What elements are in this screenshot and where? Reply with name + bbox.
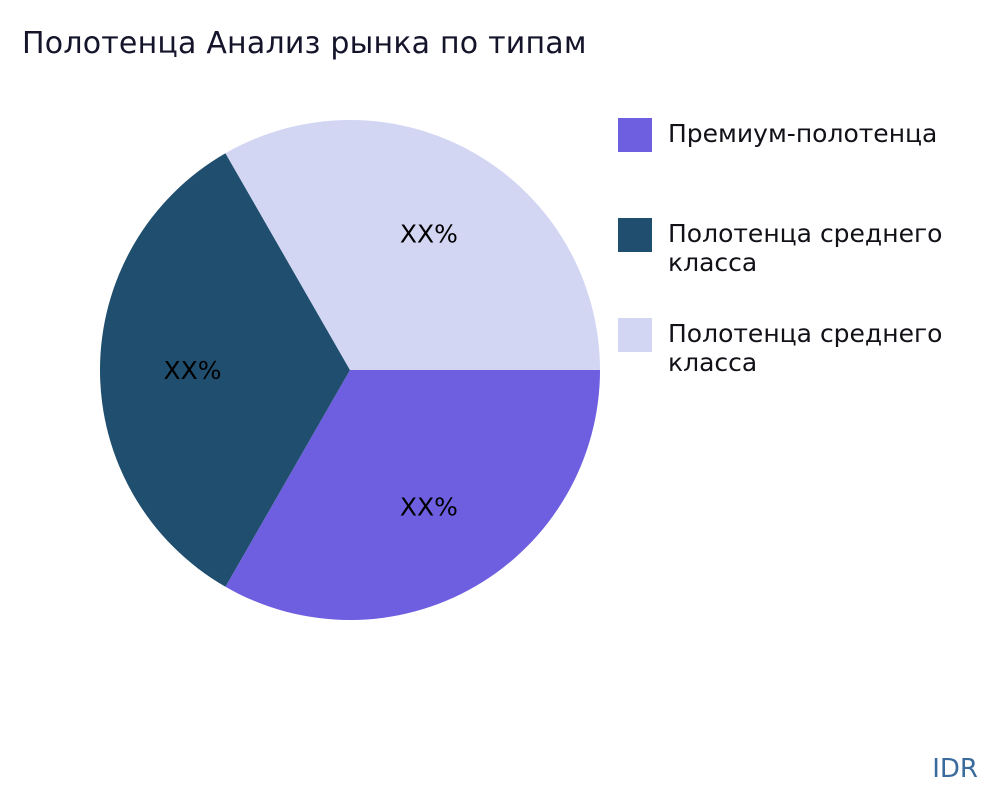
pie-slice-2 xyxy=(225,120,600,370)
chart-legend: Премиум-полотенца Полотенца среднего клас… xyxy=(618,118,990,418)
legend-item-2: Полотенца среднего класса xyxy=(618,318,990,418)
slice-value-label-0: XX% xyxy=(400,492,458,521)
legend-label-2: Полотенца среднего класса xyxy=(668,319,943,377)
slice-value-label-2: XX% xyxy=(400,220,458,249)
pie-chart-svg: XX% XX% XX% xyxy=(100,120,600,620)
slice-value-label-1: XX% xyxy=(163,356,221,385)
legend-swatch-1 xyxy=(618,218,652,252)
pie-chart: XX% XX% XX% xyxy=(100,120,600,620)
pie-slice-0 xyxy=(225,370,600,620)
legend-label-0: Премиум-полотенца xyxy=(668,119,938,148)
chart-title: Полотенца Анализ рынка по типам xyxy=(22,26,587,61)
legend-swatch-0 xyxy=(618,118,652,152)
legend-item-1: Полотенца среднего класса xyxy=(618,218,990,318)
watermark-label: IDR xyxy=(932,754,978,784)
legend-swatch-2 xyxy=(618,318,652,352)
legend-label-1: Полотенца среднего класса xyxy=(668,219,943,277)
pie-slice-1 xyxy=(100,153,350,587)
legend-item-0: Премиум-полотенца xyxy=(618,118,990,218)
